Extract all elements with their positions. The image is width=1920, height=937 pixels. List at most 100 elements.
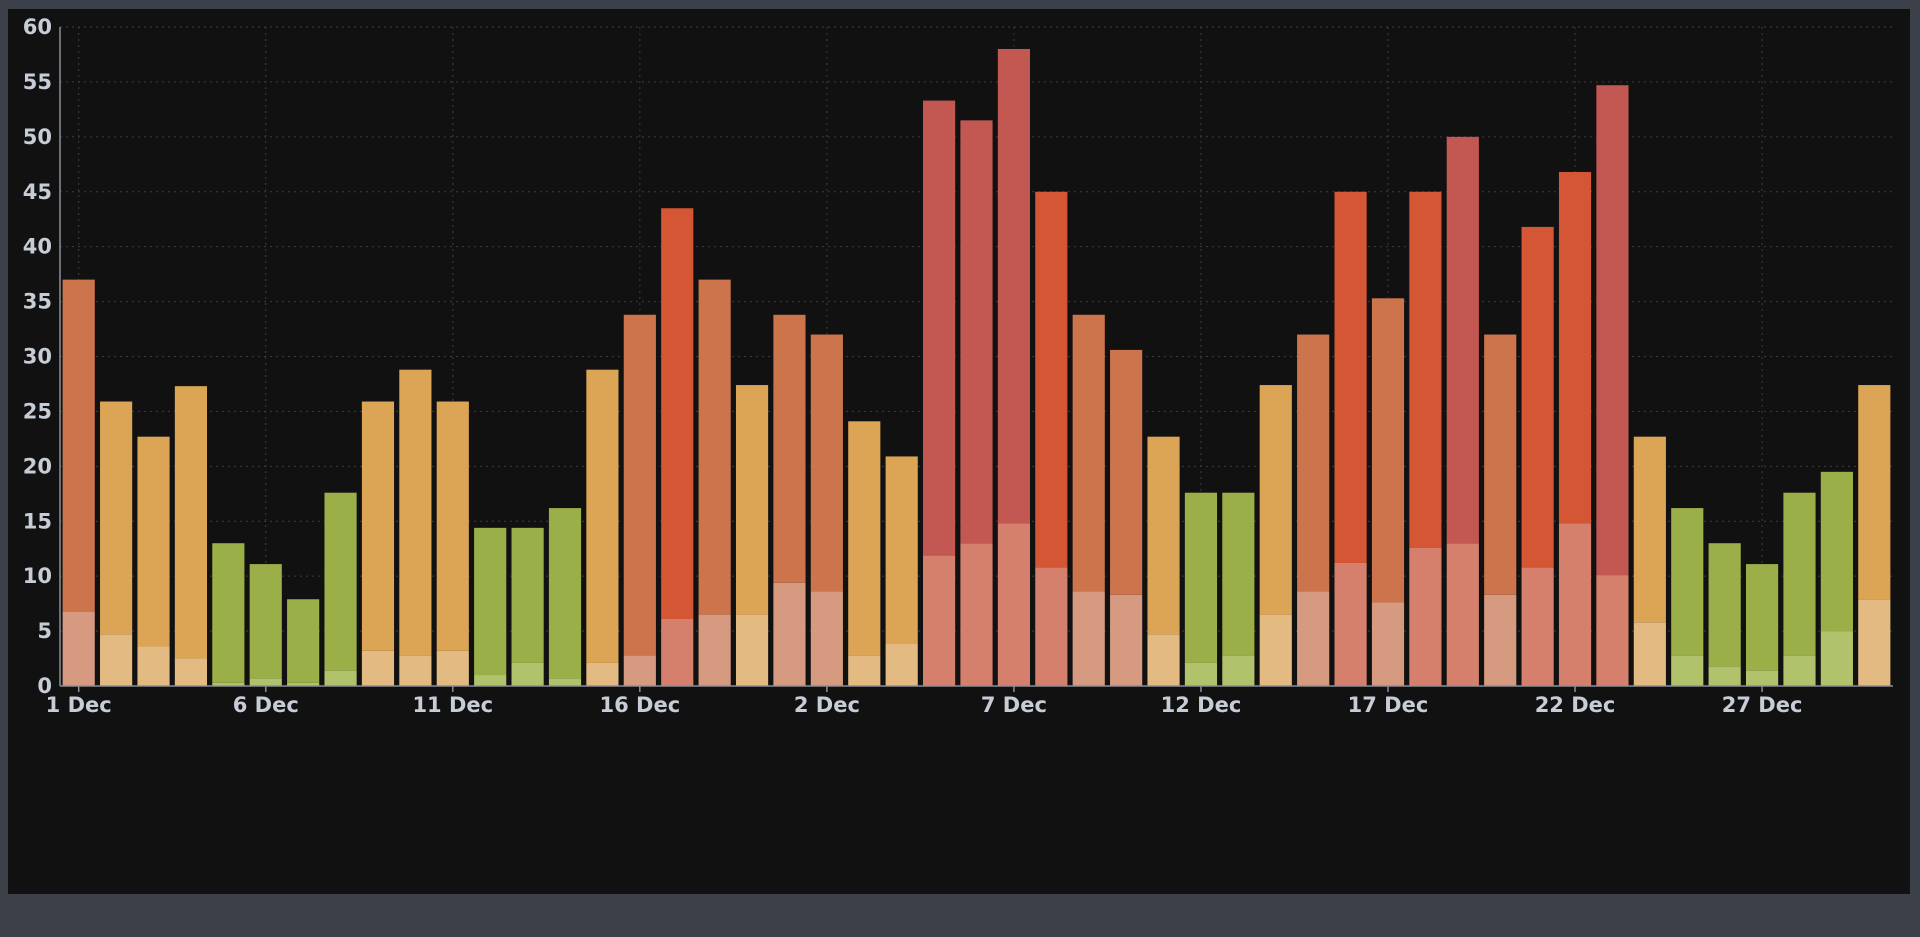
bar-segment-bottom <box>586 662 619 686</box>
bar-segment-top <box>1184 492 1218 663</box>
chart-panel: 0 5 10 15 20 25 30 35 40 45 50 55 60 1 Dec 6 Dec 11 Dec… <box>8 9 1910 894</box>
bar-segment-bottom <box>735 614 769 686</box>
x-tick-label: 22 Dec <box>1535 693 1616 717</box>
bar-segment-top <box>212 543 245 683</box>
bar-segment-bottom <box>1558 523 1592 686</box>
bar-segment-bottom <box>1446 543 1479 686</box>
x-tick-label: 27 Dec <box>1722 693 1803 717</box>
bar-segment-top <box>137 436 170 647</box>
y-tick-label: 45 <box>23 180 52 204</box>
bar-segment-bottom <box>1858 599 1891 686</box>
bar-segment-top <box>698 279 731 615</box>
bar-segment-top <box>1409 191 1442 548</box>
bar-segment-top <box>735 385 769 615</box>
bar-segment-bottom <box>810 591 843 686</box>
x-tick-label: 2 Dec <box>794 693 860 717</box>
bar-segment-top <box>1858 385 1891 600</box>
bar-segment-bottom <box>1072 591 1105 686</box>
bar-segment-top <box>885 456 918 644</box>
bar-segment-top <box>960 120 993 544</box>
bar-segment-bottom <box>1409 547 1442 686</box>
bar-segment-top <box>174 386 208 659</box>
bar-segment-top <box>586 369 619 663</box>
bar-segment-bottom <box>848 655 881 686</box>
y-tick-label: 0 <box>37 674 52 698</box>
bar-segment-top <box>1035 191 1068 568</box>
bar-segment-bottom <box>1259 614 1292 686</box>
bar-segment-top <box>661 208 694 620</box>
stacked-bar-chart: 0 5 10 15 20 25 30 35 40 45 50 55 60 1 Dec 6 Dec 11 Dec… <box>23 15 1893 717</box>
bar-segment-top <box>436 401 469 651</box>
y-tick-label: 55 <box>23 70 52 94</box>
bar-segment-top <box>1521 226 1554 568</box>
bar-segment-bottom <box>1147 634 1180 686</box>
bar-segment-top <box>1072 314 1105 592</box>
bar-segment-bottom <box>1521 567 1554 686</box>
bar-segment-bottom <box>698 614 731 686</box>
bar-segment-bottom <box>1184 662 1218 686</box>
bar-segment-top <box>1745 564 1779 671</box>
bar-segment-bottom <box>1110 594 1143 686</box>
bar-segment-bottom <box>287 682 320 686</box>
bar-segment-bottom <box>885 643 918 686</box>
bar-segment-bottom <box>324 670 357 686</box>
bar-segment-top <box>773 314 806 583</box>
bar-segment-bottom <box>1297 591 1330 686</box>
bar-segment-top <box>249 564 282 679</box>
bar-segment-top <box>361 401 395 651</box>
bar-segment-bottom <box>474 675 507 686</box>
bar-segment-bottom <box>1708 666 1741 686</box>
bar-segment-bottom <box>773 582 806 686</box>
bar-segment-bottom <box>1222 655 1255 686</box>
y-tick-label: 20 <box>23 454 52 478</box>
bar-segment-top <box>1334 191 1367 563</box>
bar-segment-bottom <box>62 611 95 686</box>
bar-segment-bottom <box>212 682 245 686</box>
bar-segment-bottom <box>399 655 432 686</box>
bar-segment-bottom <box>1035 567 1068 686</box>
bar-segment-top <box>1820 471 1853 632</box>
bar-segment-top <box>511 527 544 663</box>
bar-segment-bottom <box>511 662 544 686</box>
y-tick-label: 50 <box>23 125 52 149</box>
bar-segment-top <box>1671 508 1704 656</box>
x-tick-label: 1 Dec <box>46 693 112 717</box>
bar-segment-top <box>1297 334 1330 592</box>
bar-segment-bottom <box>623 655 656 686</box>
y-tick-label: 25 <box>23 399 52 423</box>
bar-segment-bottom <box>174 658 208 686</box>
axes <box>59 27 1893 692</box>
x-tick-label: 7 Dec <box>981 693 1047 717</box>
bar-segment-bottom <box>1596 575 1629 686</box>
bar-segment-bottom <box>436 650 469 686</box>
y-tick-label: 10 <box>23 564 52 588</box>
bar-segment-top <box>399 369 432 656</box>
bar-segment-top <box>1446 136 1479 544</box>
bar-segment-top <box>100 401 133 635</box>
bar-segment-top <box>1110 349 1143 595</box>
x-tick-label: 16 Dec <box>599 693 680 717</box>
tick-labels: 0 5 10 15 20 25 30 35 40 45 50 55 60 1 Dec 6 Dec 11 Dec… <box>23 15 1803 717</box>
bar-segment-top <box>324 492 357 671</box>
y-tick-label: 60 <box>23 15 52 39</box>
bar-segment-top <box>1633 436 1666 623</box>
bar-segment-top <box>1147 436 1180 635</box>
bar-segment-top <box>1222 492 1255 656</box>
x-tick-label: 11 Dec <box>412 693 493 717</box>
bar-segment-bottom <box>1371 602 1405 686</box>
x-tick-label: 12 Dec <box>1161 693 1242 717</box>
bar-segment-top <box>623 314 656 656</box>
bar-segment-bottom <box>960 543 993 686</box>
bar-segment-bottom <box>1783 655 1816 686</box>
bar-segment-bottom <box>249 678 282 686</box>
bar-segment-bottom <box>661 619 694 686</box>
y-tick-label: 30 <box>23 345 52 369</box>
bars <box>62 48 1891 686</box>
bar-segment-top <box>810 334 843 592</box>
bar-segment-top <box>1596 85 1629 576</box>
bar-segment-top <box>548 508 582 679</box>
bar-segment-top <box>1259 385 1292 615</box>
bar-segment-bottom <box>923 555 956 686</box>
bar-segment-top <box>1783 492 1816 656</box>
bar-segment-top <box>1371 298 1405 603</box>
